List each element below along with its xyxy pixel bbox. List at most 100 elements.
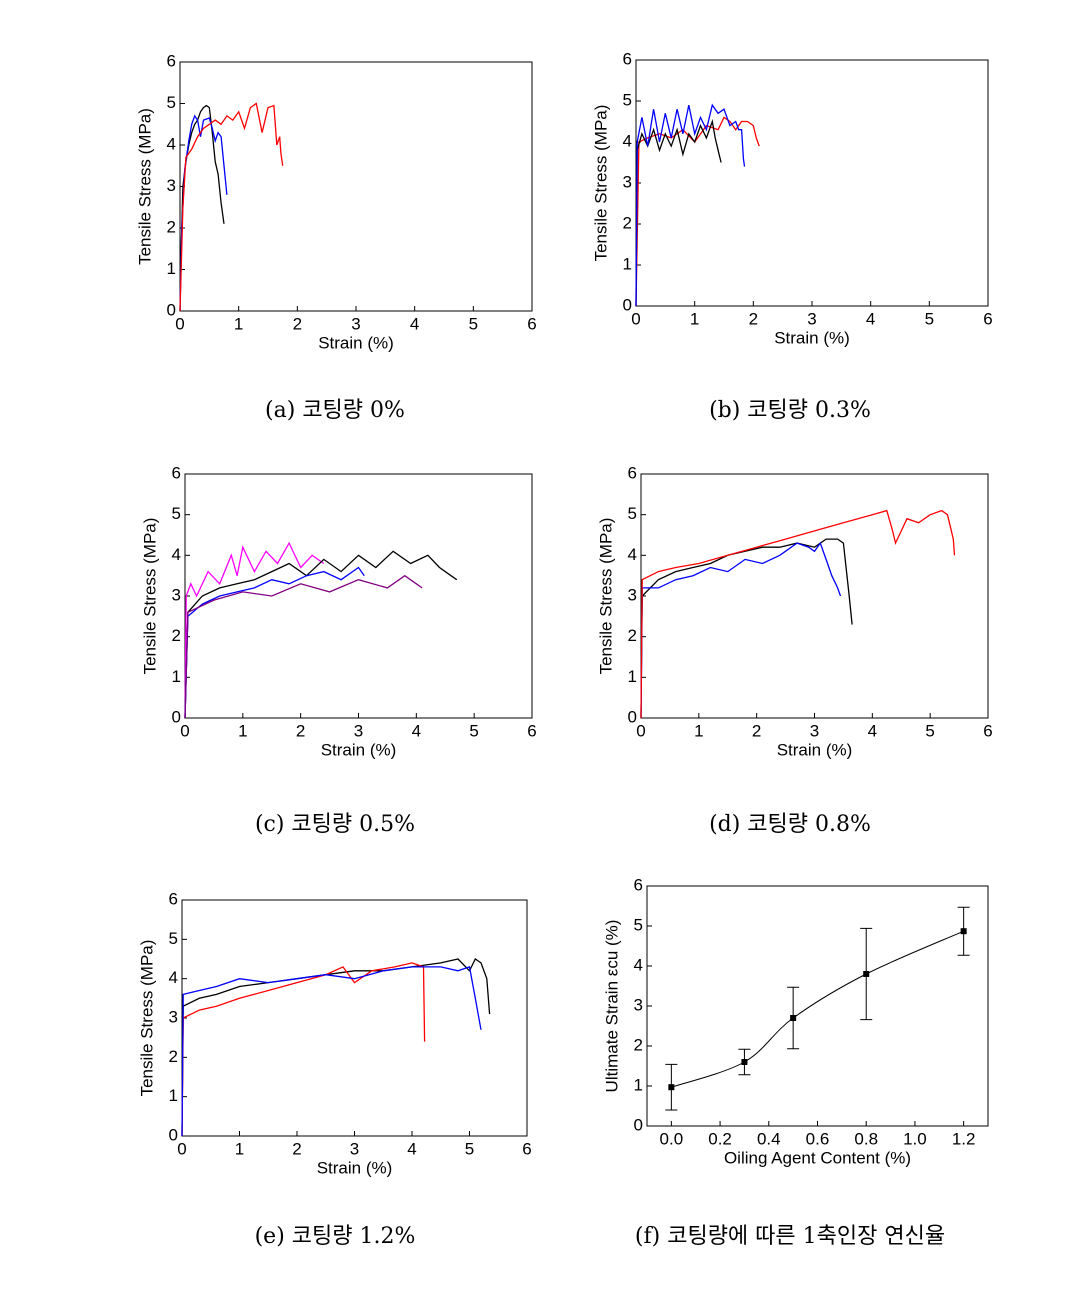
y-tick-label: 6: [172, 463, 181, 482]
y-tick-label: 0: [628, 707, 637, 726]
x-axis-label: Strain (%): [321, 740, 397, 759]
point: [668, 1084, 675, 1091]
y-tick-label: 5: [634, 915, 643, 934]
x-tick-label: 2: [293, 314, 302, 333]
point: [863, 971, 870, 977]
x-tick-label: 1: [238, 721, 247, 740]
y-tick-label: 5: [628, 504, 637, 523]
caption: (e) 코팅량 1.2%: [255, 1224, 416, 1249]
x-tick-label: 0.8: [854, 1129, 878, 1148]
x-tick-label: 0.6: [806, 1129, 830, 1148]
x-tick-label: 3: [350, 1139, 359, 1158]
curve: [184, 574, 423, 719]
y-tick-label: 1: [167, 259, 176, 278]
y-tick-label: 4: [169, 968, 178, 987]
x-tick-label: 0: [180, 721, 189, 740]
x-tick-label: 1: [234, 314, 243, 333]
x-tick-label: 1.2: [952, 1129, 976, 1148]
y-tick-label: 6: [628, 463, 637, 482]
y-tick-label: 6: [169, 889, 178, 908]
x-tick-label: 3: [810, 721, 819, 740]
y-tick-label: 1: [623, 254, 632, 273]
y-axis-label: Tensile Stress (MPa): [137, 940, 156, 1097]
y-tick-label: 2: [623, 213, 632, 232]
y-tick-label: 6: [623, 49, 632, 68]
y-axis-label: Tensile Stress (MPa): [140, 518, 159, 675]
y-tick-label: 4: [628, 545, 637, 564]
y-axis-label: Tensile Stress (MPa): [596, 518, 615, 675]
y-axis-label: Ultimate Strain εcu (%): [602, 920, 621, 1093]
plot-frame: [181, 899, 528, 1137]
x-tick-label: 5: [469, 314, 478, 333]
x-tick-label: 5: [925, 721, 934, 740]
x-axis-label: Strain (%): [318, 333, 394, 352]
x-tick-label: 1.0: [903, 1129, 927, 1148]
y-tick-label: 1: [634, 1075, 643, 1094]
x-tick-label: 0: [175, 314, 184, 333]
curve: [184, 541, 325, 719]
x-tick-label: 1: [690, 309, 699, 328]
y-tick-label: 4: [167, 134, 176, 153]
curve: [179, 102, 284, 312]
y-tick-label: 4: [623, 131, 632, 150]
x-tick-label: 0.0: [660, 1129, 684, 1148]
y-tick-label: 2: [167, 217, 176, 236]
curve: [635, 103, 746, 307]
y-tick-label: 0: [172, 707, 181, 726]
x-tick-label: 6: [983, 721, 992, 740]
curve: [184, 550, 458, 719]
x-tick-label: 3: [351, 314, 360, 333]
x-axis-label: Strain (%): [317, 1158, 393, 1177]
y-tick-label: 3: [169, 1007, 178, 1026]
caption: (f) 코팅량에 따른 1축인장 연신율: [635, 1224, 945, 1249]
x-tick-label: 3: [807, 309, 816, 328]
x-tick-label: 6: [527, 314, 536, 333]
y-tick-label: 4: [172, 545, 181, 564]
x-tick-label: 2: [749, 309, 758, 328]
x-tick-label: 6: [527, 721, 536, 740]
y-tick-label: 0: [167, 300, 176, 319]
point: [960, 928, 967, 935]
y-tick-label: 0: [169, 1125, 178, 1144]
caption: (d) 코팅량 0.8%: [709, 812, 871, 837]
y-tick-label: 5: [623, 90, 632, 109]
y-tick-label: 1: [628, 667, 637, 686]
y-tick-label: 5: [172, 504, 181, 523]
y-axis-label: Tensile Stress (MPa): [135, 108, 154, 265]
x-tick-label: 4: [412, 721, 421, 740]
x-axis-label: Oiling Agent Content (%): [724, 1148, 911, 1167]
curve: [181, 958, 491, 1137]
plot-frame: [640, 473, 989, 719]
x-tick-label: 0: [177, 1139, 186, 1158]
y-tick-label: 1: [169, 1086, 178, 1105]
y-tick-label: 3: [167, 176, 176, 195]
x-tick-label: 1: [694, 721, 703, 740]
curve: [635, 116, 760, 307]
y-axis-label: Tensile Stress (MPa): [591, 105, 610, 262]
plot-frame: [635, 59, 989, 307]
x-tick-label: 4: [410, 314, 419, 333]
plot-frame: [179, 61, 533, 312]
x-tick-label: 2: [292, 1139, 301, 1158]
y-tick-label: 0: [634, 1115, 643, 1134]
plot-frame: [184, 473, 533, 719]
point: [741, 1059, 748, 1065]
y-tick-label: 2: [634, 1035, 643, 1054]
x-tick-label: 1: [235, 1139, 244, 1158]
caption: (a) 코팅량 0%: [265, 398, 405, 423]
x-tick-label: 0: [636, 721, 645, 740]
y-tick-label: 5: [167, 93, 176, 112]
y-tick-label: 2: [172, 626, 181, 645]
y-tick-label: 6: [167, 51, 176, 70]
y-tick-label: 3: [623, 172, 632, 191]
curve: [181, 962, 426, 1137]
x-tick-label: 6: [522, 1139, 531, 1158]
x-tick-label: 4: [868, 721, 877, 740]
curve: [181, 966, 482, 1137]
x-tick-label: 0.4: [757, 1129, 781, 1148]
x-tick-label: 4: [407, 1139, 416, 1158]
x-axis-label: Strain (%): [777, 740, 853, 759]
y-tick-label: 3: [634, 995, 643, 1014]
y-tick-label: 5: [169, 929, 178, 948]
